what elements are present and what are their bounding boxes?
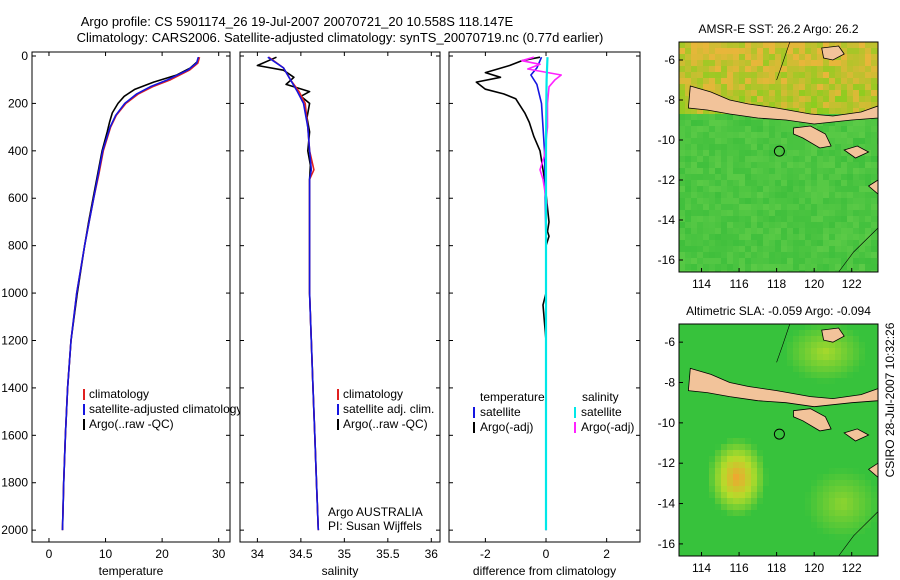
series-line-salinity-argo-adj- bbox=[520, 56, 563, 223]
x-tick-label: 20 bbox=[155, 547, 169, 561]
y-tick-label: -14 bbox=[658, 497, 676, 511]
legend-label: climatology bbox=[89, 387, 149, 401]
x-tick-label: 34.5 bbox=[289, 547, 313, 561]
legend-label: satellite-adjusted climatology bbox=[89, 402, 242, 416]
sla-map-panel: Altimetric SLA: -0.059 Argo: -0.094 114 11… bbox=[658, 304, 879, 575]
y-tick-label: 1800 bbox=[1, 476, 28, 490]
x-tick-label: 36 bbox=[425, 547, 439, 561]
temperature-panel: 0 200 400 600 800 1000 1200 1400 1600 1800 2000 0 10… bbox=[1, 49, 242, 578]
y-tick-label: 1200 bbox=[1, 333, 28, 347]
series-line-satellite-adj-clim- bbox=[267, 56, 320, 531]
x-tick-label: 114 bbox=[692, 561, 711, 575]
plot-frame bbox=[31, 51, 231, 543]
legend-label: Argo(..raw -QC) bbox=[89, 417, 174, 431]
x-tick-label: 120 bbox=[804, 277, 824, 291]
land-mass bbox=[793, 125, 832, 149]
y-tick-label: -10 bbox=[658, 133, 676, 147]
x-tick-label: 122 bbox=[842, 561, 862, 575]
x-tick-label: 34 bbox=[251, 547, 265, 561]
x-tick-label: 118 bbox=[767, 561, 786, 575]
x-tick-label: 30 bbox=[212, 547, 226, 561]
x-tick-label: 120 bbox=[804, 561, 824, 575]
x-tick-label: 10 bbox=[99, 547, 113, 561]
x-tick-label: 0 bbox=[46, 547, 53, 561]
x-tick-label: 35 bbox=[338, 547, 352, 561]
land-mass bbox=[843, 428, 870, 442]
y-tick-label: 800 bbox=[8, 239, 28, 253]
x-tick-label: 118 bbox=[767, 277, 786, 291]
y-tick-label: 600 bbox=[8, 191, 28, 205]
depth-contour bbox=[838, 511, 879, 557]
land-mass bbox=[793, 408, 832, 432]
annotation-text: PI: Susan Wijffels bbox=[328, 519, 422, 533]
y-tick-label: 1000 bbox=[1, 286, 28, 300]
y-tick-label: -14 bbox=[658, 213, 676, 227]
depth-contour bbox=[776, 323, 791, 363]
x-tick-label: 0 bbox=[543, 547, 550, 561]
land-mass bbox=[821, 327, 845, 343]
map-frame bbox=[678, 323, 879, 557]
map-field bbox=[679, 324, 878, 556]
sst-map-panel: AMSR-E SST: 26.2 Argo: 26.2 114 116 118 120 1… bbox=[658, 22, 879, 291]
y-tick-label: -8 bbox=[664, 376, 675, 390]
y-tick-label: 200 bbox=[8, 96, 28, 110]
y-tick-label: 0 bbox=[21, 49, 28, 63]
series-line-salinity-satellite bbox=[544, 57, 549, 531]
legend-label: satellite bbox=[480, 405, 521, 419]
legend-title: salinity bbox=[582, 390, 619, 404]
header-line2: Climatology: CARS2006. Satellite-adjuste… bbox=[77, 30, 604, 45]
y-tick-label: -8 bbox=[664, 93, 675, 107]
map-frame bbox=[678, 41, 879, 273]
x-axis-label: salinity bbox=[322, 564, 359, 578]
y-tick-label: -12 bbox=[658, 173, 676, 187]
map-field bbox=[679, 42, 878, 272]
legend-label: Argo(..raw -QC) bbox=[343, 417, 428, 431]
salinity-panel: 34 34.5 35 35.5 36 salinity climatologysatelli… bbox=[239, 51, 441, 578]
y-tick-label: -12 bbox=[658, 456, 676, 470]
x-tick-label: 116 bbox=[730, 561, 749, 575]
y-tick-label: -6 bbox=[664, 335, 675, 349]
depth-contour bbox=[838, 227, 879, 273]
y-tick-label: 2000 bbox=[1, 523, 28, 537]
land-mass bbox=[843, 145, 870, 159]
x-tick-label: 35.5 bbox=[376, 547, 400, 561]
x-tick-label: 114 bbox=[692, 277, 711, 291]
annotation-text: Argo AUSTRALIA bbox=[328, 505, 423, 519]
y-tick-label: -16 bbox=[658, 537, 676, 551]
header-line1: Argo profile: CS 5901174_26 19-Jul-2007 … bbox=[81, 14, 514, 29]
y-tick-label: 1400 bbox=[1, 381, 28, 395]
side-label: CSIRO 28-Jul-2007 10:32:26 bbox=[883, 322, 897, 477]
legend-label: satellite adj. clim. bbox=[343, 402, 434, 416]
argo-position-marker bbox=[773, 428, 785, 440]
legend-label: Argo(-adj) bbox=[480, 420, 533, 434]
y-tick-label: 400 bbox=[8, 144, 28, 158]
y-tick-label: -10 bbox=[658, 416, 676, 430]
legend-label: Argo(-adj) bbox=[581, 420, 634, 434]
series-line-satellite-adjusted-climatology bbox=[61, 56, 200, 531]
x-axis-label: difference from climatology bbox=[473, 564, 616, 578]
x-tick-label: 2 bbox=[603, 547, 610, 561]
legend-title: temperature bbox=[480, 390, 545, 404]
y-tick-label: -6 bbox=[664, 53, 675, 67]
y-tick-label: -16 bbox=[658, 253, 676, 267]
map-title: Altimetric SLA: -0.059 Argo: -0.094 bbox=[686, 304, 871, 318]
map-title: AMSR-E SST: 26.2 Argo: 26.2 bbox=[698, 22, 858, 36]
x-tick-label: 116 bbox=[730, 277, 749, 291]
y-tick-label: 1600 bbox=[1, 428, 28, 442]
x-tick-label: 122 bbox=[842, 277, 862, 291]
plot-frame bbox=[239, 51, 441, 543]
depth-contour bbox=[776, 41, 791, 81]
x-tick-label: -2 bbox=[480, 547, 491, 561]
legend-label: climatology bbox=[343, 387, 403, 401]
difference-panel: -2 0 2 difference from climatology temperatu… bbox=[448, 51, 641, 578]
legend-label: satellite bbox=[581, 405, 622, 419]
land-mass bbox=[821, 45, 845, 61]
argo-position-marker bbox=[773, 145, 785, 157]
x-axis-label: temperature bbox=[99, 564, 164, 578]
